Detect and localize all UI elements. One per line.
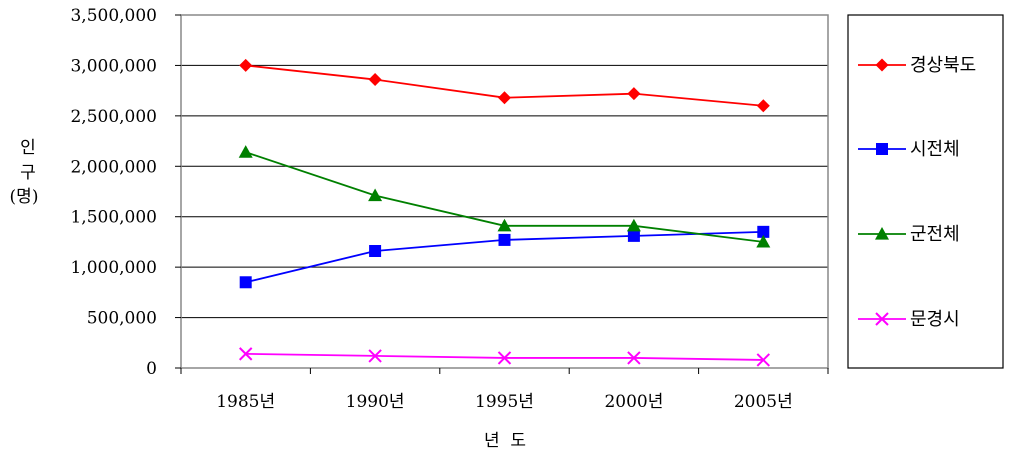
plot-area-border bbox=[180, 14, 829, 369]
data-point bbox=[627, 229, 640, 242]
y-tick-label: 1,500,000 bbox=[70, 208, 157, 228]
legend-item: 문경시 bbox=[858, 309, 960, 330]
y-axis-label-line: (명) bbox=[10, 187, 39, 207]
x-tick-label: 1985년 bbox=[216, 392, 275, 412]
y-axis-label-line: 인 bbox=[20, 138, 36, 158]
x-tick-label: 1995년 bbox=[475, 392, 534, 412]
y-axis-ticks: 0 500,000 1,000,000 1,500,000 2,000,000 2,500… bbox=[70, 6, 181, 379]
data-point bbox=[875, 227, 889, 240]
y-tick-label: 2,500,000 bbox=[70, 107, 157, 127]
y-tick-label: 2,000,000 bbox=[70, 157, 157, 177]
x-tick-label: 2005년 bbox=[734, 392, 793, 412]
data-point bbox=[756, 234, 771, 248]
data-point bbox=[369, 245, 382, 258]
data-point bbox=[627, 351, 641, 365]
legend-label: 경상북도 bbox=[910, 55, 976, 76]
data-point bbox=[368, 73, 382, 87]
y-tick-label: 3,500,000 bbox=[70, 6, 157, 26]
x-axis-ticks: 1985년 1990년 1995년 2000년 2005년 bbox=[180, 368, 829, 412]
data-point bbox=[875, 312, 889, 326]
data-point bbox=[757, 225, 770, 238]
data-point bbox=[756, 353, 771, 367]
series-시전체 bbox=[239, 225, 770, 289]
data-point bbox=[626, 218, 641, 232]
data-point bbox=[875, 58, 889, 72]
data-point bbox=[497, 218, 512, 232]
data-point bbox=[876, 143, 888, 155]
data-point bbox=[368, 349, 382, 363]
series-문경시 bbox=[238, 347, 771, 367]
data-point bbox=[368, 188, 383, 202]
legend-label: 군전체 bbox=[910, 224, 960, 245]
data-point bbox=[627, 87, 641, 101]
data-point bbox=[239, 58, 253, 72]
y-axis-label: 인 구 (명) bbox=[10, 138, 39, 207]
data-point bbox=[498, 91, 511, 105]
y-tick-label: 500,000 bbox=[87, 309, 157, 329]
y-tick-label: 0 bbox=[146, 359, 157, 379]
data-point bbox=[238, 347, 253, 361]
data-point bbox=[756, 99, 770, 113]
legend-box bbox=[847, 14, 1004, 369]
y-axis-label-line: 구 bbox=[20, 163, 36, 183]
legend-item: 시전체 bbox=[858, 139, 960, 160]
legend-item: 경상북도 bbox=[858, 55, 976, 76]
y-tick-label: 1,000,000 bbox=[70, 258, 157, 278]
x-tick-label: 1990년 bbox=[346, 392, 405, 412]
x-axis-label: 년 도 bbox=[484, 431, 526, 451]
y-tick-label: 3,000,000 bbox=[70, 56, 157, 76]
legend-label: 시전체 bbox=[910, 139, 960, 160]
series-경상북도 bbox=[239, 58, 770, 113]
data-point bbox=[239, 276, 252, 289]
data-point bbox=[238, 145, 253, 158]
series-group bbox=[238, 58, 771, 367]
legend-label: 문경시 bbox=[910, 309, 960, 330]
legend-item: 군전체 bbox=[858, 224, 960, 245]
data-point bbox=[498, 233, 511, 246]
data-point bbox=[497, 351, 512, 365]
x-tick-label: 2000년 bbox=[604, 392, 663, 412]
series-군전체 bbox=[238, 145, 771, 248]
